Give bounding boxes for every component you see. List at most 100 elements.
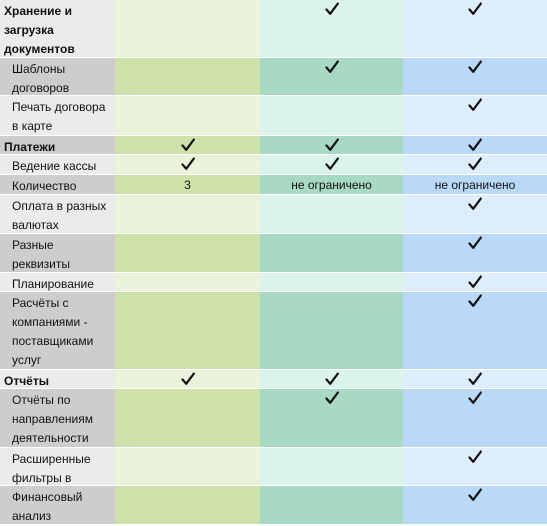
feature-row: Количество счетов 3 не ограничено не ограни… xyxy=(0,175,547,212)
plan-1-cell xyxy=(115,292,260,369)
check-icon xyxy=(468,450,482,463)
feature-label: Расширенные фильтры в отчётах xyxy=(0,448,115,504)
feature-label: Оплата в разных валютах xyxy=(0,195,115,233)
check-mark xyxy=(260,1,403,20)
feature-row: Печать договора в карте xyxy=(0,96,547,136)
check-mark xyxy=(115,137,260,156)
check-mark xyxy=(260,390,403,409)
check-icon xyxy=(468,275,482,288)
feature-row: Расчёты с компаниями - поставщиками услу… xyxy=(0,292,547,370)
check-icon xyxy=(324,157,339,170)
plan-3-cell: не ограничено xyxy=(403,175,547,194)
cell-value: не ограничено xyxy=(434,178,516,192)
check-mark xyxy=(403,196,547,215)
plan-2-cell xyxy=(260,136,403,154)
plan-3-cell xyxy=(403,292,547,369)
plan-1-cell xyxy=(115,448,260,485)
check-icon xyxy=(180,157,195,170)
plan-1-cell xyxy=(115,136,260,154)
feature-label: Отчёты по направлениям деятельности xyxy=(0,389,115,447)
plan-2-cell xyxy=(260,96,403,135)
feature-label: Финансовый анализ xyxy=(0,486,115,524)
check-mark xyxy=(403,293,547,312)
plan-2-cell xyxy=(260,448,403,485)
check-mark xyxy=(403,390,547,409)
check-mark xyxy=(403,235,547,254)
plan-2-cell xyxy=(260,273,403,291)
check-icon xyxy=(324,2,339,15)
check-mark xyxy=(403,487,547,506)
feature-label: Планирование xyxy=(0,273,115,291)
check-mark xyxy=(403,156,547,175)
plan-1-cell: 3 xyxy=(115,175,260,194)
cell-value: не ограничено xyxy=(291,178,372,192)
plan-3-cell xyxy=(403,370,547,388)
plan-2-cell xyxy=(260,292,403,369)
feature-row: Разные реквизиты организации xyxy=(0,234,547,290)
plan-3-cell xyxy=(403,448,547,485)
check-mark xyxy=(115,371,260,390)
plan-3-cell xyxy=(403,58,547,95)
plan-1-cell xyxy=(115,96,260,135)
check-icon xyxy=(324,372,339,385)
check-mark xyxy=(260,137,403,156)
cell-value: 3 xyxy=(184,178,191,192)
plan-1-cell xyxy=(115,195,260,233)
check-mark xyxy=(403,371,547,390)
feature-row: Ведение кассы xyxy=(0,155,547,175)
feature-label: Количество счетов xyxy=(0,175,115,212)
feature-row: Шаблоны договоров xyxy=(0,58,547,96)
check-mark xyxy=(403,137,547,156)
check-icon xyxy=(468,294,482,307)
feature-label: Печать договора в карте xyxy=(0,96,115,135)
check-mark xyxy=(260,59,403,78)
plan-2-cell xyxy=(260,58,403,95)
check-icon xyxy=(324,138,339,151)
check-icon xyxy=(180,138,195,151)
check-icon xyxy=(468,2,482,15)
plan-3-cell xyxy=(403,155,547,174)
plan-1-cell xyxy=(115,389,260,447)
check-icon xyxy=(324,391,339,404)
plan-2-cell xyxy=(260,370,403,388)
section-label: Платежи xyxy=(0,136,115,154)
feature-row: Оплата в разных валютах xyxy=(0,195,547,234)
feature-row: Расширенные фильтры в отчётах xyxy=(0,448,547,504)
check-icon xyxy=(468,391,482,404)
plan-1-cell xyxy=(115,486,260,524)
section-row: Платежи xyxy=(0,136,547,155)
plan-3-cell xyxy=(403,273,547,291)
feature-row: Планирование xyxy=(0,273,547,292)
plan-1-cell xyxy=(115,234,260,272)
check-mark xyxy=(403,274,547,293)
check-mark xyxy=(403,97,547,116)
plan-3-cell xyxy=(403,486,547,524)
plan-3-cell xyxy=(403,195,547,233)
feature-row: Финансовый анализ xyxy=(0,486,547,525)
feature-label: Шаблоны договоров xyxy=(0,58,115,95)
feature-row: Отчёты по направлениям деятельности xyxy=(0,389,547,448)
check-icon xyxy=(468,372,482,385)
check-mark xyxy=(260,156,403,175)
check-mark xyxy=(403,1,547,20)
plan-3-cell xyxy=(403,389,547,447)
plan-1-cell xyxy=(115,370,260,388)
plan-2-cell xyxy=(260,234,403,272)
check-icon xyxy=(468,236,482,249)
plan-3-cell xyxy=(403,0,547,57)
check-mark xyxy=(403,59,547,78)
section-label: Отчёты xyxy=(0,370,115,388)
plan-1-cell xyxy=(115,273,260,291)
plan-3-cell xyxy=(403,234,547,272)
feature-label: Разные реквизиты организации xyxy=(0,234,115,290)
section-row: Отчёты xyxy=(0,370,547,389)
plan-2-cell: не ограничено xyxy=(260,175,403,194)
check-mark xyxy=(260,371,403,390)
plan-2-cell xyxy=(260,155,403,174)
check-icon xyxy=(468,138,482,151)
plan-1-cell xyxy=(115,0,260,57)
check-icon xyxy=(180,372,195,385)
check-icon xyxy=(468,488,482,501)
plan-1-cell xyxy=(115,155,260,174)
